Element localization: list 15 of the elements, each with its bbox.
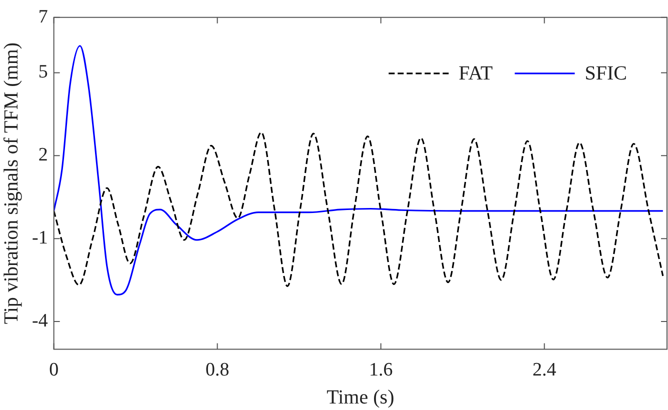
y-tick-label: 5 <box>38 62 48 83</box>
x-tick-label: 2.4 <box>532 360 557 381</box>
y-axis-title: Tip vibration signals of TFM (mm) <box>0 42 22 324</box>
x-tick-label: 1.6 <box>368 360 393 381</box>
y-tick-label: -1 <box>32 228 48 249</box>
y-tick-label: 7 <box>38 6 48 28</box>
y-tick-label: -4 <box>32 310 48 332</box>
x-tick-label: 0 <box>49 360 59 381</box>
line-series <box>54 132 664 287</box>
x-axis-title: Time (s) <box>326 386 394 408</box>
y-tick-label: 2 <box>38 144 48 166</box>
line-series <box>54 45 664 296</box>
legend-label: FAT <box>458 62 493 85</box>
legend-label: SFIC <box>584 62 628 85</box>
x-tick-label: 0.8 <box>205 360 230 381</box>
